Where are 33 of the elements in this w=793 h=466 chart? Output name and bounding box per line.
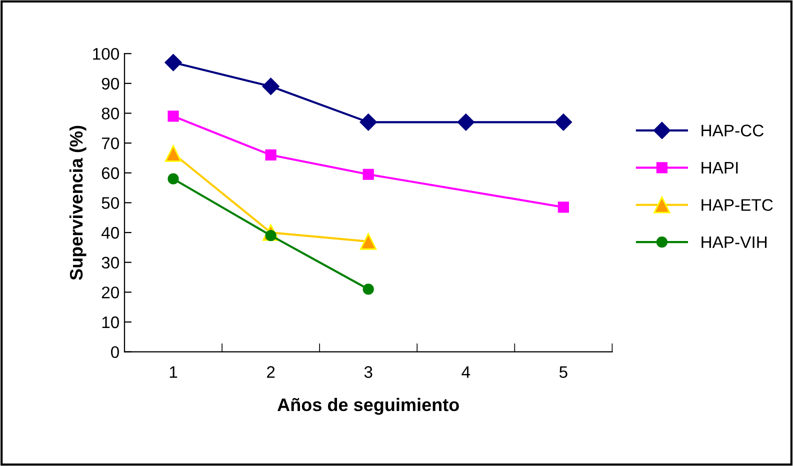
point	[558, 202, 569, 213]
x-tick-label: 1	[170, 366, 178, 378]
legend-label: HAPI	[702, 162, 738, 174]
point	[168, 173, 179, 184]
point	[360, 114, 377, 131]
point	[362, 168, 374, 180]
y-tick-label: 40	[101, 226, 119, 239]
y-tick-label: 70	[102, 137, 119, 150]
x-tick-label: 5	[559, 366, 568, 378]
y-tick-label: 10	[102, 316, 119, 328]
point	[362, 284, 374, 295]
y-tick-label: 90	[102, 78, 119, 90]
point	[262, 78, 280, 95]
x-axis-title: Años de seguimiento	[278, 398, 459, 415]
point	[265, 149, 276, 161]
y-axis-title: Supervivencia (%)	[69, 126, 86, 280]
y-tick-label: 80	[102, 108, 119, 120]
legend-label: HAP-VIH	[702, 236, 767, 248]
y-tick-label: 60	[102, 167, 119, 180]
legend-label: HAP-ETC	[702, 199, 773, 211]
y-tick-label: 0	[111, 346, 119, 358]
legend-label: HAP-CC	[702, 124, 764, 136]
y-tick-label: 50	[102, 197, 119, 209]
point	[164, 54, 182, 72]
x-tick-label: 4	[462, 366, 470, 378]
x-tick-label: 2	[267, 366, 275, 378]
point	[457, 114, 474, 131]
point	[554, 114, 572, 131]
x-tick-label: 3	[364, 366, 372, 378]
y-tick-label: 100	[93, 48, 119, 60]
y-tick-label: 20	[102, 286, 119, 298]
y-tick-label: 30	[102, 256, 119, 269]
point	[168, 110, 179, 122]
